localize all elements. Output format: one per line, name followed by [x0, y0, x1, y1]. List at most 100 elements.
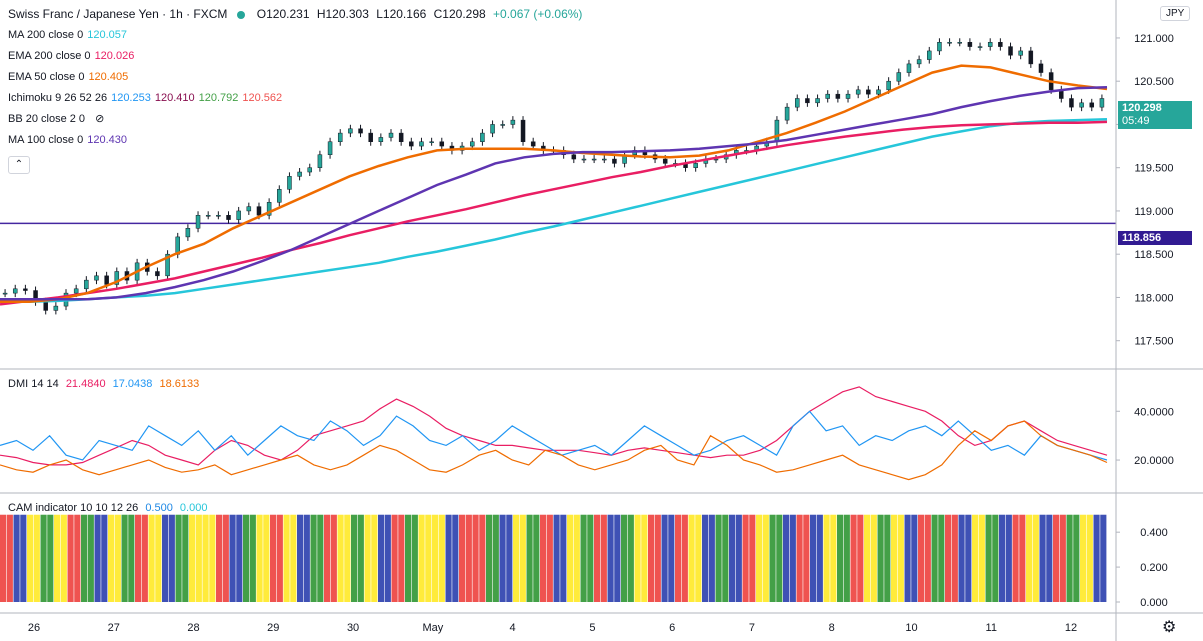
cam-bar	[924, 514, 931, 602]
symbol-legend[interactable]: Swiss Franc / Japanese Yen · 1h · FXCM O…	[8, 6, 586, 22]
y-tick-label: 0.400	[1140, 527, 1168, 539]
market-status-icon	[237, 10, 246, 19]
candle-body	[591, 158, 597, 161]
candle-body	[246, 206, 252, 212]
y-tick-label: 119.000	[1135, 206, 1174, 218]
dmi-legend-label: DMI 14 14	[8, 378, 59, 390]
candle-body	[947, 42, 952, 44]
cam-bar	[783, 514, 790, 602]
settings-gear-icon[interactable]: ⚙	[1162, 619, 1177, 636]
cam-bar	[1086, 514, 1093, 602]
cam-bar	[1005, 514, 1012, 602]
indicator-legend-4[interactable]: BB 20 close 2 0 ⊘	[8, 111, 108, 127]
cam-bar	[0, 514, 7, 602]
symbol-title[interactable]: Swiss Franc / Japanese Yen · 1h · FXCM	[8, 7, 228, 21]
candle-body	[1028, 50, 1034, 65]
indicator-value: 120.562	[242, 92, 283, 104]
x-tick-label: 7	[749, 622, 755, 634]
cam-bar	[364, 514, 371, 602]
cam-bar	[715, 514, 722, 602]
cam-bar	[229, 514, 236, 602]
cam-bar	[324, 514, 331, 602]
candle-body	[886, 80, 891, 91]
cam-bar	[351, 514, 358, 602]
indicator-value: 120.026	[94, 50, 135, 62]
dmi-legend[interactable]: DMI 14 14 21.4840 17.0438 18.6133	[8, 376, 203, 392]
indicator-legend-2[interactable]: EMA 50 close 0 120.405	[8, 69, 132, 85]
cam-bar	[519, 514, 526, 602]
candle-body	[348, 128, 353, 134]
cam-pane	[0, 514, 1107, 602]
series-line-ema-200	[0, 120, 1108, 306]
cam-bar	[985, 514, 992, 602]
collapse-legend-button[interactable]: ⌃	[8, 156, 30, 174]
cam-bar	[688, 514, 695, 602]
cam-bar	[580, 514, 587, 602]
cam-bar	[405, 514, 412, 602]
indicator-legend-5[interactable]: MA 100 close 0 120.430	[8, 132, 131, 148]
candle-body	[845, 93, 851, 99]
candle-body	[297, 171, 302, 177]
candle-body	[165, 253, 170, 277]
candle-body	[510, 119, 516, 125]
candle-body	[916, 59, 922, 65]
cam-bar	[931, 514, 938, 602]
cam-bar	[216, 514, 223, 602]
cam-bar	[722, 514, 729, 602]
cam-bar	[621, 514, 628, 602]
cam-legend[interactable]: CAM indicator 10 10 12 26 0.500 0.000	[8, 500, 211, 516]
cam-bar	[283, 514, 290, 602]
last-price-tag: 120.298 05:49	[1118, 101, 1192, 129]
cam-bar	[256, 514, 263, 602]
cam-bar	[418, 514, 425, 602]
cam-bar	[175, 514, 182, 602]
indicator-value: 120.253	[111, 92, 151, 104]
indicator-legend-3[interactable]: Ichimoku 9 26 52 26 120.253 120.410 120.792…	[8, 90, 286, 106]
series-line-adx	[0, 420, 1108, 481]
y-tick-label: 20.0000	[1134, 455, 1174, 467]
cam-bar	[67, 514, 74, 602]
indicator-label: Ichimoku 9 26 52 26	[8, 92, 108, 104]
cam-bar	[999, 514, 1006, 602]
cam-bar	[810, 514, 817, 602]
candle-body	[602, 158, 607, 161]
indicator-label: BB 20 close 2 0	[8, 113, 86, 125]
candle-body	[967, 42, 973, 47]
y-tick-label: 119.500	[1135, 163, 1174, 175]
indicator-legend-0[interactable]: MA 200 close 0 120.057	[8, 27, 131, 43]
cam-bar	[830, 514, 837, 602]
cam-bar	[101, 514, 108, 602]
x-tick-label: 6	[669, 622, 675, 634]
candle-body	[378, 137, 384, 143]
candle-body	[784, 106, 790, 121]
candle-body	[429, 141, 434, 143]
cam-bar	[546, 514, 553, 602]
candle-body	[998, 42, 1003, 47]
cam-bar	[135, 514, 142, 602]
series-line-ma-100	[0, 86, 1108, 301]
cam-bar	[681, 514, 688, 602]
cam-bar	[310, 514, 317, 602]
ohlc-open: O120.231	[256, 7, 310, 21]
candle-body	[155, 271, 160, 277]
y-tick-label: 121.000	[1134, 33, 1174, 45]
candle-body	[73, 288, 79, 294]
cam-bar	[600, 514, 607, 602]
cam-bar	[465, 514, 472, 602]
hidden-eye-icon[interactable]: ⊘	[95, 113, 105, 125]
cam-bar	[742, 514, 749, 602]
indicator-legend-1[interactable]: EMA 200 close 0 120.026	[8, 48, 138, 64]
candle-body	[317, 154, 323, 168]
candle-body	[439, 141, 445, 147]
candle-body	[205, 215, 211, 217]
candle-body	[256, 206, 262, 216]
candle-body	[1099, 98, 1105, 108]
cam-bar	[884, 514, 891, 602]
cam-bar	[958, 514, 965, 602]
cam-bar	[1059, 514, 1066, 602]
currency-button[interactable]: JPY	[1160, 6, 1191, 21]
x-tick-label: 26	[28, 622, 40, 634]
x-tick-label: 12	[1065, 622, 1077, 634]
x-tick-label: 28	[187, 622, 199, 634]
